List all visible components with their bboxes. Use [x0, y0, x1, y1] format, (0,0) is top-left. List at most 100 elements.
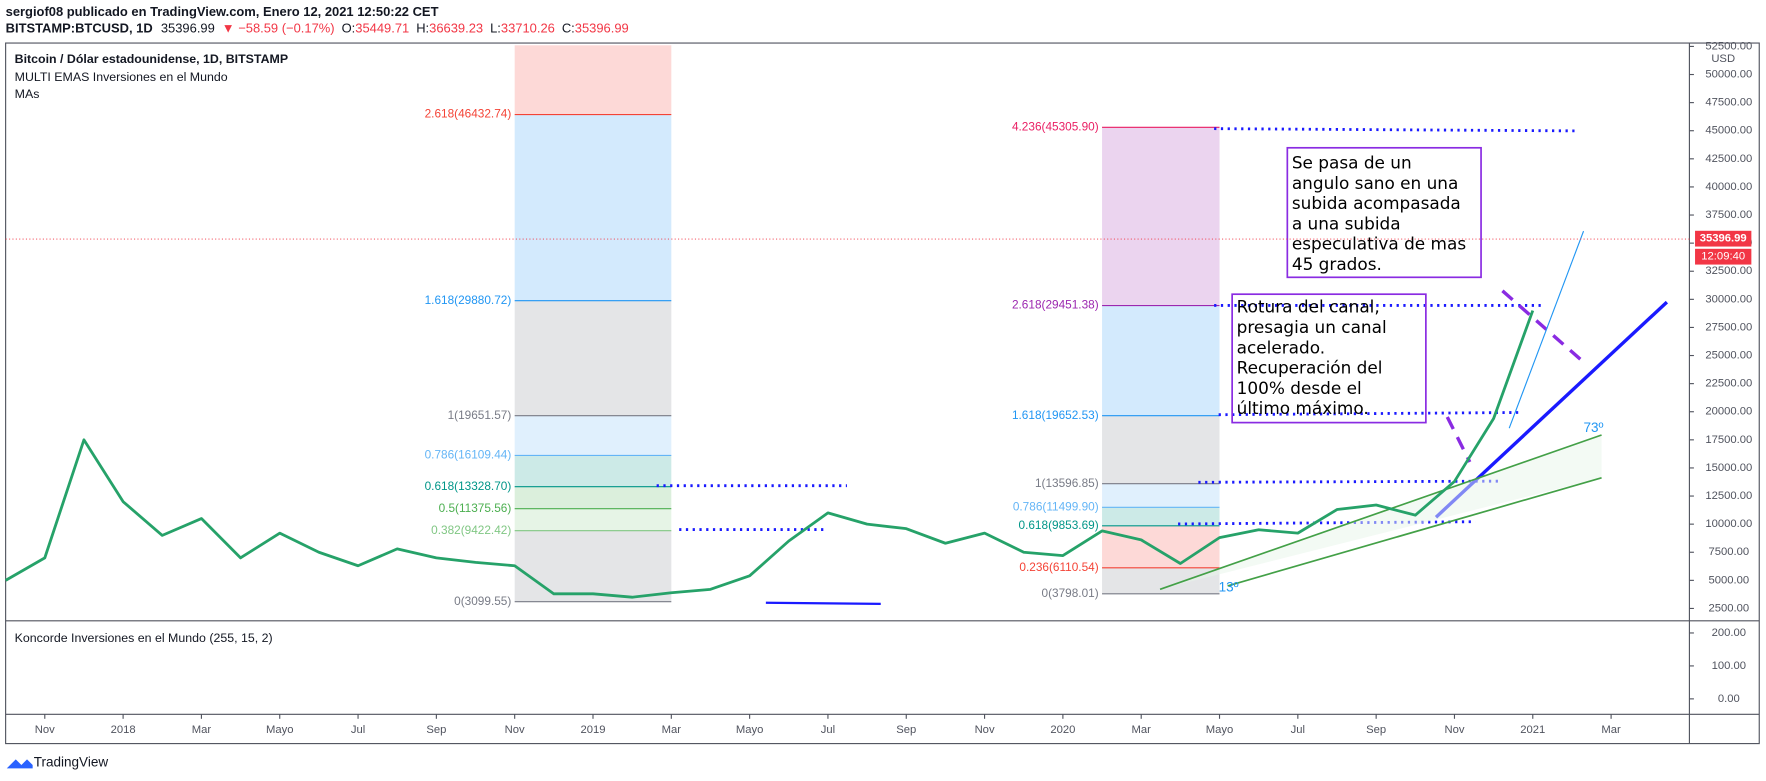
- note-line: Rotura del canal,: [1237, 297, 1380, 317]
- y-tick-label: 37500.00: [1705, 209, 1752, 221]
- fib-zone: [1102, 127, 1220, 306]
- y-tick-label: 10000.00: [1705, 518, 1752, 530]
- high-label: H:: [416, 21, 429, 36]
- indicator-title: Koncorde Inversiones en el Mundo (255, 1…: [15, 631, 273, 645]
- fib-label: 0.618(13328.70): [425, 479, 512, 493]
- close: 35396.99: [575, 21, 629, 36]
- fib-zone: [514, 455, 672, 487]
- x-tick-label: 2020: [1050, 724, 1075, 736]
- fib-label: 0.382(9422.42): [431, 523, 511, 537]
- y-tick-label: 17500.00: [1705, 434, 1752, 446]
- fib-zone: [514, 114, 672, 301]
- x-tick-label: 2021: [1520, 724, 1545, 736]
- fib-label: 4.236(45305.90): [1012, 119, 1099, 133]
- x-tick-label: Mar: [662, 724, 682, 736]
- y-tick-label: 2500.00: [1708, 602, 1749, 614]
- fib-label: 0.786(11499.90): [1013, 499, 1099, 513]
- y-tick-label: 42500.00: [1705, 153, 1752, 165]
- note-line: a una subida: [1292, 213, 1401, 233]
- brand: TradingView: [34, 754, 109, 769]
- countdown: 12:09:40: [1701, 251, 1745, 263]
- fib-label: 1.618(29880.72): [425, 293, 512, 307]
- drawings: [5, 127, 1690, 606]
- x-tick-label: Mayo: [1206, 724, 1234, 736]
- fib-zone: [514, 415, 672, 456]
- x-tick-label: Mar: [1601, 724, 1621, 736]
- fib-label: 2.618(46432.74): [425, 107, 512, 121]
- y-tick-label: 22500.00: [1705, 378, 1752, 390]
- x-tick-label: Sep: [896, 724, 916, 736]
- x-tick-label: 2019: [580, 724, 605, 736]
- countdown-bg: [1695, 248, 1752, 265]
- x-tick-label: Nov: [505, 724, 525, 736]
- note-line: especulativa de mas: [1292, 234, 1466, 254]
- fib-zone: [514, 530, 672, 602]
- price-tag: [1695, 230, 1752, 247]
- x-tick-label: Jul: [821, 724, 835, 736]
- note-line: Se pasa de un: [1292, 153, 1412, 173]
- y2-tick-label: 100.00: [1712, 660, 1746, 672]
- legend-line: Bitcoin / Dólar estadounidense, 1D, BITS…: [15, 52, 288, 66]
- x-tick-label: Sep: [426, 724, 446, 736]
- fib-zone: [1102, 483, 1220, 508]
- fib-label: 0.618(9853.69): [1019, 518, 1099, 532]
- y-tick-label: 15000.00: [1705, 462, 1752, 474]
- footer: TradingView: [6, 754, 109, 769]
- fib-zone: [514, 45, 672, 115]
- fib-zone: [514, 508, 672, 531]
- angle-label: 13º: [1219, 580, 1239, 595]
- fib-label: 0.786(16109.44): [425, 448, 512, 462]
- fib-label: 2.618(29451.38): [1012, 298, 1099, 312]
- legend-line: MAs: [15, 87, 40, 101]
- x-tick-label: Sep: [1366, 724, 1386, 736]
- open-label: O:: [342, 21, 356, 36]
- fib-zone: [1102, 305, 1220, 416]
- y-tick-label: 12500.00: [1705, 490, 1752, 502]
- open: 35449.71: [355, 21, 409, 36]
- y-tick-label: 50000.00: [1705, 68, 1752, 80]
- fib-zone: [1102, 525, 1220, 568]
- note-line: subida acompasada: [1292, 193, 1461, 213]
- symbol-line: BITSTAMP:BTCUSD, 1D 35396.99 ▼ −58.59 (−…: [6, 21, 629, 36]
- fib-layer: 0(3099.55) 0.382(9422.42) 0.5(11375.56) 0.6…: [425, 45, 1220, 608]
- note-line: Recuperación del: [1237, 358, 1383, 378]
- high: 36639.23: [429, 21, 483, 36]
- close-label: C:: [562, 21, 575, 36]
- note-line: presagia un canal: [1237, 317, 1387, 337]
- y-tick-label: 45000.00: [1705, 125, 1752, 137]
- fib-label: 1.618(19652.53): [1012, 408, 1099, 422]
- fib-zone: [514, 300, 672, 416]
- x-tick-label: Nov: [975, 724, 995, 736]
- x-tick-label: Mayo: [266, 724, 294, 736]
- fib-label: 1(19651.57): [448, 408, 512, 422]
- fib-zone: [514, 486, 672, 509]
- y-tick-label: 47500.00: [1705, 97, 1752, 109]
- y-tick-label: 27500.00: [1705, 321, 1752, 333]
- x-tick-label: Mayo: [736, 724, 764, 736]
- fib-zone: [1102, 567, 1220, 594]
- x-tick-label: 2018: [111, 724, 136, 736]
- price-pane: [4, 310, 1535, 599]
- x-tick-label: Nov: [35, 724, 55, 736]
- y-tick-label: 32500.00: [1705, 265, 1752, 277]
- fib-label: 0.5(11375.56): [439, 501, 512, 515]
- y2-tick-label: 0.00: [1718, 693, 1740, 705]
- note-line: último máximo.: [1237, 398, 1369, 418]
- legend-line: MULTI EMAS Inversiones en el Mundo: [15, 70, 228, 84]
- angle-label: 73º: [1584, 420, 1604, 435]
- x-tick-label: Nov: [1444, 724, 1464, 736]
- chart-frame: [5, 42, 1760, 745]
- low: 33710.26: [501, 21, 555, 36]
- y2-tick-label: 200.00: [1712, 627, 1746, 639]
- fib-label: 0(3798.01): [1042, 586, 1099, 600]
- y-tick-label: 25000.00: [1705, 350, 1752, 362]
- symbol: BITSTAMP:BTCUSD, 1D: [6, 21, 153, 36]
- author-line: sergiof08 publicado en TradingView.com, …: [6, 4, 439, 19]
- price-tag-label: 35396.99: [1700, 233, 1747, 245]
- y-tick-label: 20000.00: [1705, 406, 1752, 418]
- y-tick-label: 5000.00: [1708, 574, 1749, 586]
- y-tick-label: 40000.00: [1705, 181, 1752, 193]
- note-line: angulo sano en una: [1292, 173, 1459, 193]
